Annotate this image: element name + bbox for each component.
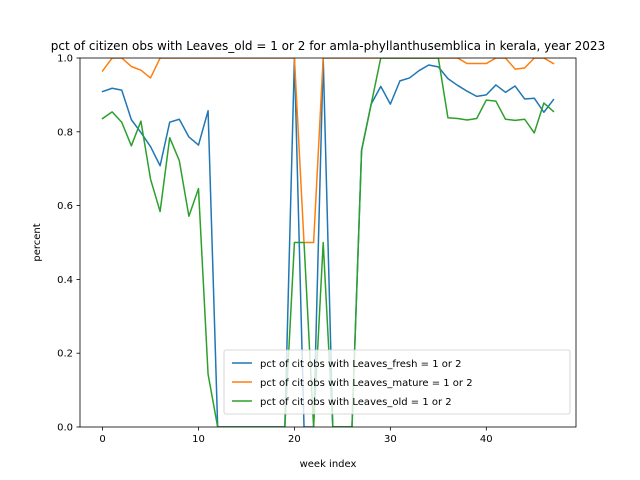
y-tick-label: 0.8 [57, 127, 73, 138]
y-axis-label: percent [32, 223, 43, 261]
y-tick-label: 0.2 [57, 349, 73, 360]
ticks-layer: 0 10 20 30 40 0.0 0.2 0.4 0.6 0.8 1.0 [57, 54, 493, 446]
legend-entry-1: pct of cit obs with Leaves_mature = 1 or… [260, 378, 473, 389]
x-tick-label: 20 [288, 434, 301, 445]
y-tick-label: 0.0 [57, 423, 73, 434]
x-tick-label: 10 [192, 434, 205, 445]
x-tick-label: 40 [480, 434, 493, 445]
series-line-0 [101, 58, 555, 427]
x-axis-label: week index [300, 459, 357, 470]
legend-box [223, 349, 571, 415]
series-layer [101, 58, 555, 427]
y-tick-label: 1.0 [57, 54, 73, 65]
legend-entry-0: pct of cit obs with Leaves_fresh = 1 or … [260, 359, 462, 370]
legend-entry-2: pct of cit obs with Leaves_old = 1 or 2 [260, 397, 452, 408]
x-tick-label: 30 [384, 434, 397, 445]
series-line-1 [101, 58, 555, 244]
plot-frame [79, 57, 577, 428]
chart-title: pct of citizen obs with Leaves_old = 1 o… [51, 39, 605, 53]
legend: pct of cit obs with Leaves_fresh = 1 or … [223, 349, 571, 415]
series-line-2 [101, 58, 555, 427]
y-tick-label: 0.4 [57, 275, 73, 286]
x-tick-label: 0 [99, 434, 105, 445]
y-tick-label: 0.6 [57, 201, 73, 212]
